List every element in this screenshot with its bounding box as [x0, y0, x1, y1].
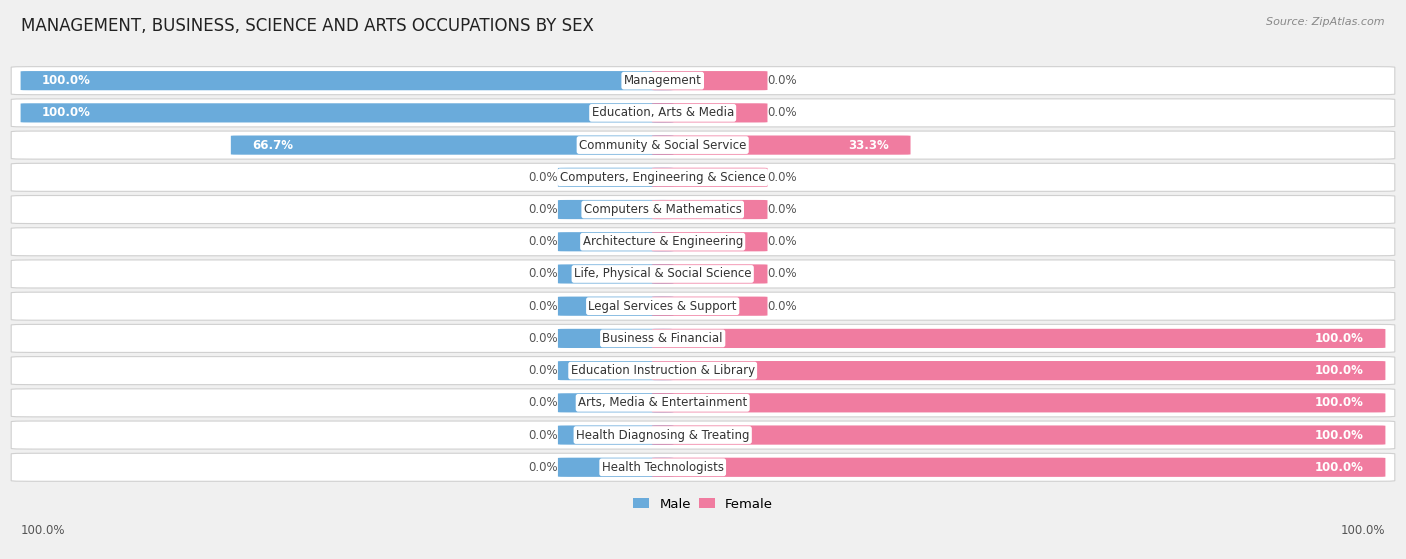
Text: 66.7%: 66.7%: [252, 139, 294, 151]
FancyBboxPatch shape: [652, 425, 1385, 444]
Text: 0.0%: 0.0%: [529, 171, 558, 184]
FancyBboxPatch shape: [558, 264, 673, 283]
Text: 100.0%: 100.0%: [42, 74, 91, 87]
Text: 0.0%: 0.0%: [768, 74, 797, 87]
Text: Health Technologists: Health Technologists: [602, 461, 724, 474]
Text: 100.0%: 100.0%: [1340, 524, 1385, 537]
Text: Life, Physical & Social Science: Life, Physical & Social Science: [574, 267, 751, 281]
Text: 0.0%: 0.0%: [529, 396, 558, 409]
Text: MANAGEMENT, BUSINESS, SCIENCE AND ARTS OCCUPATIONS BY SEX: MANAGEMENT, BUSINESS, SCIENCE AND ARTS O…: [21, 17, 593, 35]
Text: 0.0%: 0.0%: [529, 267, 558, 281]
FancyBboxPatch shape: [558, 297, 673, 316]
Text: 0.0%: 0.0%: [529, 461, 558, 474]
Text: Computers & Mathematics: Computers & Mathematics: [583, 203, 741, 216]
FancyBboxPatch shape: [21, 71, 673, 90]
FancyBboxPatch shape: [558, 200, 673, 219]
FancyBboxPatch shape: [11, 196, 1395, 224]
Text: 100.0%: 100.0%: [1315, 461, 1364, 474]
FancyBboxPatch shape: [652, 103, 768, 122]
FancyBboxPatch shape: [11, 163, 1395, 191]
FancyBboxPatch shape: [11, 292, 1395, 320]
FancyBboxPatch shape: [652, 393, 1385, 413]
FancyBboxPatch shape: [11, 324, 1395, 352]
Text: 0.0%: 0.0%: [529, 429, 558, 442]
FancyBboxPatch shape: [11, 228, 1395, 256]
FancyBboxPatch shape: [652, 168, 768, 187]
Text: Management: Management: [624, 74, 702, 87]
Text: Legal Services & Support: Legal Services & Support: [589, 300, 737, 312]
FancyBboxPatch shape: [652, 361, 1385, 380]
Text: 0.0%: 0.0%: [529, 332, 558, 345]
FancyBboxPatch shape: [11, 67, 1395, 94]
FancyBboxPatch shape: [652, 71, 768, 90]
Text: Education Instruction & Library: Education Instruction & Library: [571, 364, 755, 377]
FancyBboxPatch shape: [11, 357, 1395, 385]
Text: 0.0%: 0.0%: [529, 300, 558, 312]
Text: Source: ZipAtlas.com: Source: ZipAtlas.com: [1267, 17, 1385, 27]
Text: 100.0%: 100.0%: [1315, 396, 1364, 409]
Text: 33.3%: 33.3%: [848, 139, 889, 151]
FancyBboxPatch shape: [558, 232, 673, 252]
Text: 0.0%: 0.0%: [768, 106, 797, 120]
Text: 100.0%: 100.0%: [1315, 332, 1364, 345]
FancyBboxPatch shape: [11, 421, 1395, 449]
FancyBboxPatch shape: [558, 425, 673, 444]
Text: Health Diagnosing & Treating: Health Diagnosing & Treating: [576, 429, 749, 442]
FancyBboxPatch shape: [11, 260, 1395, 288]
Text: Architecture & Engineering: Architecture & Engineering: [582, 235, 742, 248]
FancyBboxPatch shape: [652, 264, 768, 283]
FancyBboxPatch shape: [558, 361, 673, 380]
FancyBboxPatch shape: [11, 99, 1395, 127]
Text: Arts, Media & Entertainment: Arts, Media & Entertainment: [578, 396, 748, 409]
FancyBboxPatch shape: [558, 168, 673, 187]
Text: 0.0%: 0.0%: [768, 300, 797, 312]
FancyBboxPatch shape: [558, 329, 673, 348]
FancyBboxPatch shape: [558, 458, 673, 477]
Text: 0.0%: 0.0%: [768, 235, 797, 248]
FancyBboxPatch shape: [558, 393, 673, 413]
FancyBboxPatch shape: [11, 131, 1395, 159]
Text: 0.0%: 0.0%: [529, 203, 558, 216]
FancyBboxPatch shape: [652, 297, 768, 316]
Text: 0.0%: 0.0%: [768, 203, 797, 216]
FancyBboxPatch shape: [11, 453, 1395, 481]
FancyBboxPatch shape: [11, 389, 1395, 417]
Legend: Male, Female: Male, Female: [627, 492, 779, 516]
Text: 0.0%: 0.0%: [768, 267, 797, 281]
Text: Computers, Engineering & Science: Computers, Engineering & Science: [560, 171, 766, 184]
FancyBboxPatch shape: [652, 200, 768, 219]
Text: Business & Financial: Business & Financial: [602, 332, 723, 345]
FancyBboxPatch shape: [652, 458, 1385, 477]
Text: Education, Arts & Media: Education, Arts & Media: [592, 106, 734, 120]
Text: 0.0%: 0.0%: [768, 171, 797, 184]
FancyBboxPatch shape: [231, 135, 673, 155]
Text: 0.0%: 0.0%: [529, 364, 558, 377]
FancyBboxPatch shape: [652, 232, 768, 252]
FancyBboxPatch shape: [652, 329, 1385, 348]
Text: Community & Social Service: Community & Social Service: [579, 139, 747, 151]
Text: 0.0%: 0.0%: [529, 235, 558, 248]
Text: 100.0%: 100.0%: [1315, 429, 1364, 442]
Text: 100.0%: 100.0%: [1315, 364, 1364, 377]
Text: 100.0%: 100.0%: [21, 524, 66, 537]
Text: 100.0%: 100.0%: [42, 106, 91, 120]
FancyBboxPatch shape: [21, 103, 673, 122]
FancyBboxPatch shape: [652, 135, 911, 155]
